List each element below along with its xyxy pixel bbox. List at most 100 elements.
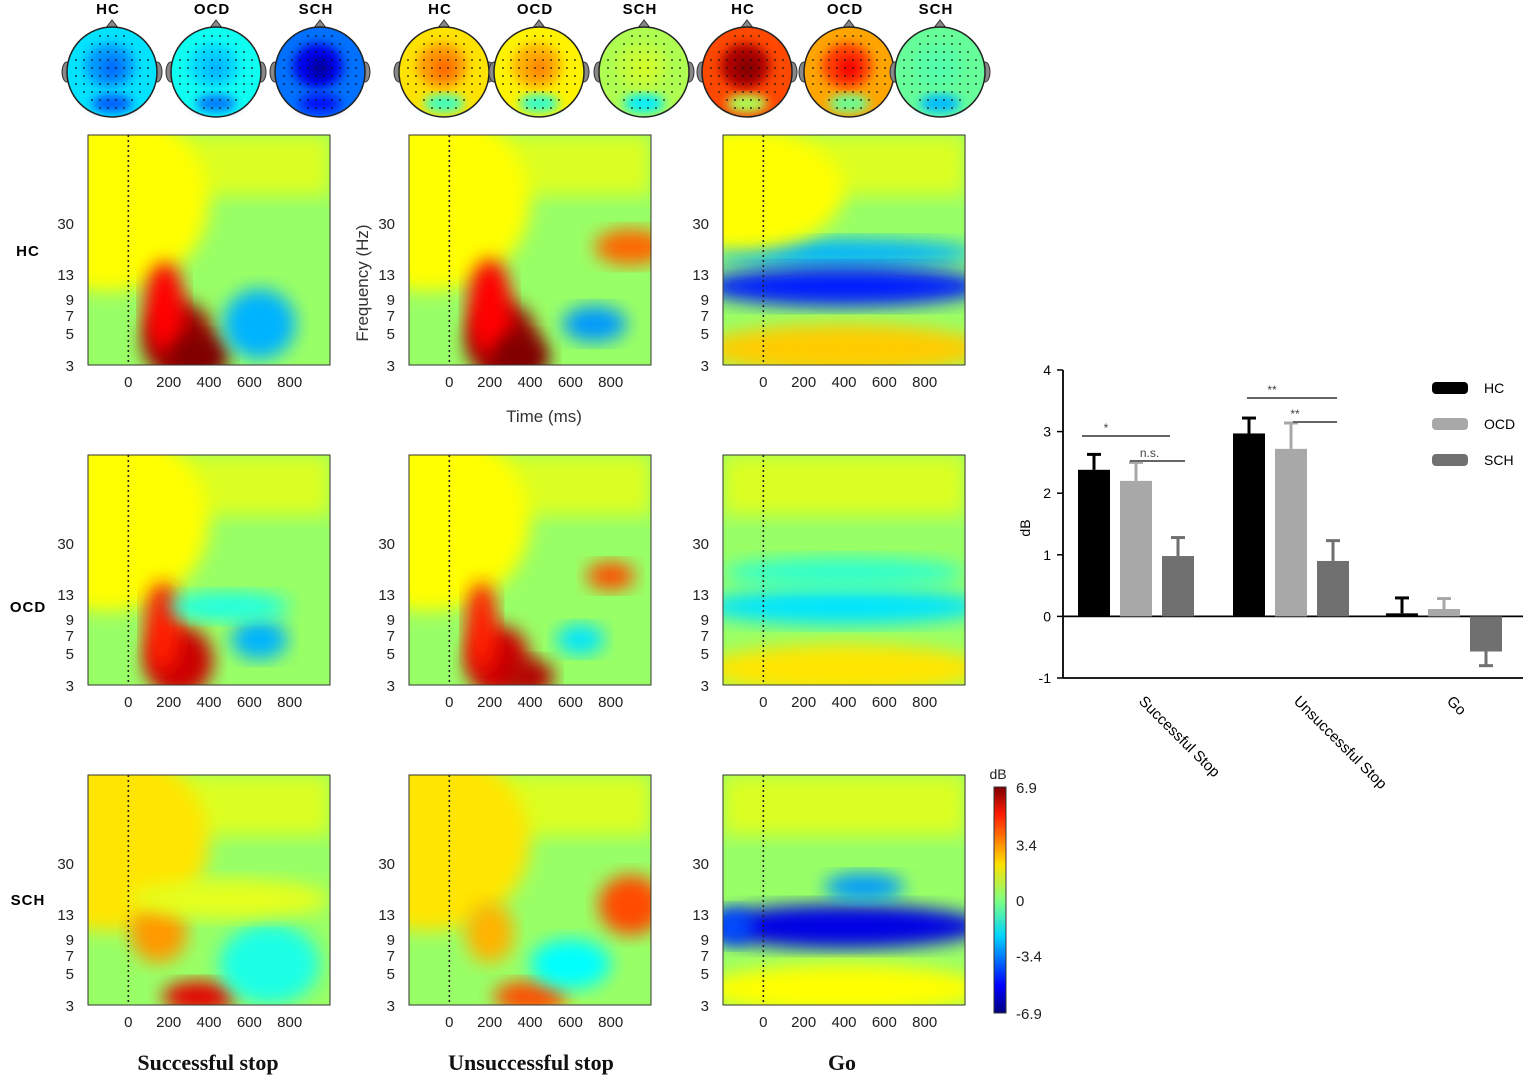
electrode-dot <box>534 51 536 53</box>
electrode-dot <box>639 91 641 93</box>
electrode-dot <box>291 75 293 77</box>
electrode-dot <box>139 75 141 77</box>
electrode-dot <box>423 75 425 77</box>
electrode-dot <box>647 75 649 77</box>
electrode-dot <box>623 59 625 61</box>
y-tick-label: 7 <box>701 628 709 645</box>
electrode-dot <box>299 67 301 69</box>
electrode-dot <box>227 107 229 109</box>
electrode-dot <box>975 59 977 61</box>
heatmap-frame <box>87 774 331 1006</box>
electrode-dot <box>534 91 536 93</box>
electrode-dot <box>836 107 838 109</box>
electrode-dot <box>471 51 473 53</box>
bar-category-label: Successful Stop <box>1135 693 1223 781</box>
electrode-dot <box>566 51 568 53</box>
electrode-dot <box>671 91 673 93</box>
electrode-dot <box>782 83 784 85</box>
electrode-dot <box>935 67 937 69</box>
electrode-dot <box>663 83 665 85</box>
electrode-dot <box>647 91 649 93</box>
electrode-dot <box>726 75 728 77</box>
electrode-dot <box>726 83 728 85</box>
topomap-occipital-blob <box>726 94 768 113</box>
electrode-dot <box>639 107 641 109</box>
electrode-dot <box>607 59 609 61</box>
electrode-dot <box>99 99 101 101</box>
electrode-dot <box>766 43 768 45</box>
electrode-dot <box>828 83 830 85</box>
electrode-dot <box>927 91 929 93</box>
electrode-dot <box>203 59 205 61</box>
electrode-dot <box>935 35 937 37</box>
electrode-dot <box>227 59 229 61</box>
y-tick-label: 7 <box>387 628 395 645</box>
electrode-dot <box>852 83 854 85</box>
electrode-dot <box>315 43 317 45</box>
electrode-dot <box>203 75 205 77</box>
electrode-dot <box>742 107 744 109</box>
electrode-dot <box>566 75 568 77</box>
electrode-dot <box>131 75 133 77</box>
electrode-dot <box>758 99 760 101</box>
electrode-dot <box>868 83 870 85</box>
electrode-dot <box>235 91 237 93</box>
electrode-dot <box>726 43 728 45</box>
electrode-dot <box>323 91 325 93</box>
electrode-dot <box>935 75 937 77</box>
electrode-dot <box>558 91 560 93</box>
electrode-dot <box>935 83 937 85</box>
electrode-dot <box>526 59 528 61</box>
electrode-dot <box>836 59 838 61</box>
electrode-dot <box>339 83 341 85</box>
electrode-dot <box>131 83 133 85</box>
electrode-dot <box>447 91 449 93</box>
electrode-dot <box>83 91 85 93</box>
electrode-dot <box>679 67 681 69</box>
electrode-dot <box>774 75 776 77</box>
electrode-dot <box>431 83 433 85</box>
electrode-dot <box>951 67 953 69</box>
electrode-dot <box>195 67 197 69</box>
topomap-label: OCD <box>827 1 863 18</box>
electrode-dot <box>299 75 301 77</box>
electrode-dot <box>631 59 633 61</box>
electrode-dot <box>107 75 109 77</box>
bar-y-tick-label: 3 <box>1043 424 1051 440</box>
electrode-dot <box>123 75 125 77</box>
electrode-dot <box>179 59 181 61</box>
electrode-dot <box>99 75 101 77</box>
electrode-dot <box>852 59 854 61</box>
electrode-dot <box>323 107 325 109</box>
heatmap-blob <box>723 239 965 267</box>
electrode-dot <box>315 83 317 85</box>
electrode-dot <box>820 91 822 93</box>
bar-category-label: Unsuccessful Stop <box>1290 693 1390 793</box>
electrode-dot <box>679 83 681 85</box>
electrode-dot <box>227 99 229 101</box>
bar-ocd-3 <box>1428 609 1460 617</box>
electrode-dot <box>219 51 221 53</box>
electrode-dot <box>951 99 953 101</box>
electrode-dot <box>542 83 544 85</box>
electrode-dot <box>655 35 657 37</box>
bar-y-tick-label: -1 <box>1039 670 1052 686</box>
electrode-dot <box>836 83 838 85</box>
electrode-dot <box>195 75 197 77</box>
electrode-dot <box>307 43 309 45</box>
topomap-label: OCD <box>194 1 230 18</box>
topomap-peak-blob <box>737 58 757 78</box>
electrode-dot <box>742 59 744 61</box>
electrode-dot <box>355 67 357 69</box>
heatmap-frame <box>408 454 652 686</box>
electrode-dot <box>291 91 293 93</box>
topomap-hc-1 <box>61 19 163 118</box>
electrode-dot <box>211 91 213 93</box>
electrode-dot <box>750 107 752 109</box>
topomap-occipital-blob <box>423 94 465 113</box>
electrode-dot <box>219 99 221 101</box>
electrode-dot <box>647 43 649 45</box>
electrode-dot <box>828 59 830 61</box>
electrode-dot <box>307 83 309 85</box>
electrode-dot <box>671 59 673 61</box>
